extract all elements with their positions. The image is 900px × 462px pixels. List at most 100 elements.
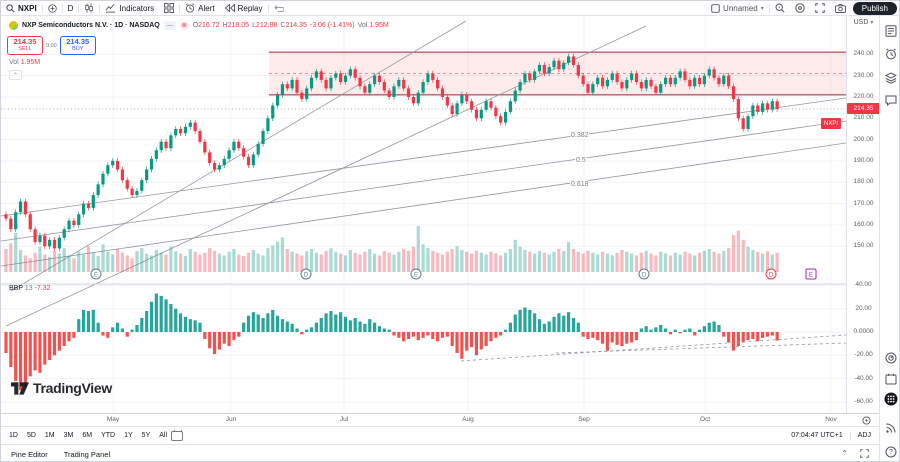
snapshot-button[interactable] bbox=[830, 3, 851, 13]
month-label[interactable]: Jun bbox=[225, 416, 237, 423]
time-axis[interactable]: May Jun Jul Aug Sep Oct Nov bbox=[1, 413, 879, 426]
watchlist-icon[interactable] bbox=[883, 23, 899, 39]
month-label[interactable]: Sep bbox=[578, 416, 590, 423]
bbp-indicator-legend[interactable]: BBP 13 -7.32 bbox=[9, 285, 51, 292]
layout-square-icon bbox=[711, 3, 720, 13]
help-icon[interactable]: ? bbox=[883, 444, 899, 460]
quick-search-button[interactable] bbox=[770, 3, 790, 13]
tradingview-logo-icon bbox=[11, 381, 29, 395]
alert-clock-icon bbox=[186, 3, 195, 13]
spread-value: 0.00 bbox=[46, 42, 57, 49]
footer-bar: Pine Editor Trading Panel ⌃ bbox=[1, 444, 879, 461]
tab-pine-editor[interactable]: Pine Editor bbox=[11, 449, 48, 459]
buy-button[interactable]: 214.35 BUY bbox=[59, 36, 96, 55]
price-chart[interactable]: 0.382 0.5 0.618 E D E D D E bbox=[1, 16, 846, 413]
symbol-name: NXPI bbox=[18, 3, 37, 13]
month-label[interactable]: Jul bbox=[339, 416, 349, 423]
indicators-button[interactable]: Indicators bbox=[100, 3, 159, 13]
undo-icon bbox=[273, 4, 284, 12]
sell-button[interactable]: 214.35 SELL bbox=[7, 36, 43, 55]
calendar-icon[interactable] bbox=[883, 371, 899, 387]
publish-button[interactable]: Publish bbox=[852, 1, 897, 15]
adj-toggle[interactable]: ADJ bbox=[857, 432, 871, 439]
grid-layout-icon bbox=[164, 3, 175, 13]
axis-settings-icon[interactable] bbox=[862, 416, 871, 425]
layout-selector[interactable]: Unnamed ▾ bbox=[706, 4, 769, 13]
fullscreen-button[interactable] bbox=[810, 3, 830, 13]
alert-button[interactable]: Alert bbox=[180, 3, 219, 13]
earnings-marker[interactable]: E bbox=[94, 273, 98, 279]
earnings-marker[interactable]: E bbox=[414, 273, 418, 279]
range-5d[interactable]: 5D bbox=[26, 432, 36, 439]
fullscreen-icon bbox=[815, 3, 825, 13]
collapse-legend-button[interactable]: ⌃ bbox=[9, 70, 22, 80]
range-6m[interactable]: 6M bbox=[82, 432, 93, 439]
legend-title[interactable]: NXP Semiconductors N.V. · 1D · NASDAQ bbox=[22, 22, 160, 29]
bbp-axis-label: -20.00 bbox=[854, 351, 873, 359]
last-price-badge: 214.35 bbox=[847, 103, 880, 114]
fib-level-label[interactable]: 0.618 bbox=[570, 180, 590, 190]
currency-selector[interactable]: USD ▾ bbox=[853, 19, 874, 26]
clock-label[interactable]: 07:04:47 UTC+1 bbox=[791, 432, 843, 439]
month-label[interactable]: May bbox=[106, 416, 120, 423]
timeframe-button[interactable]: D bbox=[63, 4, 79, 13]
timeframe-label: D bbox=[67, 3, 74, 13]
replay-button[interactable]: Replay bbox=[220, 4, 268, 13]
dividend-marker[interactable]: D bbox=[642, 273, 647, 279]
range-5y[interactable]: 5Y bbox=[141, 432, 151, 439]
svg-text:?: ? bbox=[889, 449, 893, 456]
fib-level-label[interactable]: 0.5 bbox=[575, 156, 587, 166]
dividend-marker[interactable]: D bbox=[769, 273, 774, 279]
month-label[interactable]: Nov bbox=[825, 416, 837, 423]
news-stream-icon[interactable] bbox=[883, 420, 899, 436]
last-price-symbol-tag: NXPI bbox=[821, 118, 842, 129]
tradingview-watermark: TradingView bbox=[11, 380, 112, 396]
apps-grid-icon[interactable] bbox=[883, 391, 899, 407]
month-label[interactable]: Aug bbox=[462, 416, 474, 423]
legend-close-icon[interactable]: ⊗ bbox=[179, 21, 189, 30]
price-axis[interactable]: USD ▾ 214.35 240.00 230.00 220.00 210.00 200… bbox=[846, 16, 880, 413]
fib-level-label[interactable]: 0.382 bbox=[570, 131, 590, 141]
tab-trading-panel[interactable]: Trading Panel bbox=[63, 449, 111, 459]
add-symbol-button[interactable] bbox=[43, 3, 62, 13]
camera-icon bbox=[834, 3, 846, 13]
range-all[interactable]: All bbox=[159, 432, 168, 439]
range-1d[interactable]: 1D bbox=[9, 432, 18, 439]
month-label[interactable]: Oct bbox=[699, 416, 711, 423]
open-value: 216.72 bbox=[198, 22, 220, 29]
maximize-panel-icon[interactable] bbox=[860, 448, 869, 460]
bbp-axis-label: -60.00 bbox=[854, 397, 873, 405]
indicators-icon bbox=[106, 4, 116, 13]
low-value: 212.88 bbox=[255, 22, 278, 29]
chart-legend: NXP Semiconductors N.V. · 1D · NASDAQ — … bbox=[9, 21, 389, 30]
range-ytd[interactable]: YTD bbox=[101, 432, 116, 439]
earnings-marker[interactable]: E bbox=[809, 273, 813, 279]
symbol-logo bbox=[9, 21, 18, 30]
range-3m[interactable]: 3M bbox=[63, 432, 74, 439]
undo-button[interactable] bbox=[269, 4, 289, 13]
indicator-templates-button[interactable] bbox=[159, 3, 179, 13]
price-axis-label: 200.00 bbox=[853, 135, 874, 143]
range-1m[interactable]: 1M bbox=[44, 432, 55, 439]
bbp-axis-label: 20.00 bbox=[855, 304, 872, 312]
chat-icon[interactable] bbox=[883, 92, 899, 108]
dividend-marker[interactable]: D bbox=[304, 273, 309, 279]
go-to-date-icon[interactable] bbox=[171, 429, 184, 441]
legend-hide-icon[interactable]: — bbox=[163, 21, 176, 30]
chart-properties-button[interactable] bbox=[790, 3, 810, 13]
replay-label: Replay bbox=[237, 3, 263, 13]
symbol-search-button[interactable]: NXPI bbox=[1, 4, 42, 13]
volume-value: 1.95M bbox=[369, 22, 389, 29]
quick-search-icon bbox=[775, 3, 785, 13]
ideas-icon[interactable] bbox=[883, 350, 899, 366]
replay-icon bbox=[224, 4, 235, 12]
expand-panel-icon[interactable]: ⌃ bbox=[841, 448, 848, 458]
object-tree-icon[interactable] bbox=[883, 70, 899, 86]
range-1y[interactable]: 1Y bbox=[124, 432, 133, 439]
price-axis-label: 240.00 bbox=[853, 50, 874, 58]
chart-pane[interactable]: 0.382 0.5 0.618 E D E D D E NXP Semiconductors N… bbox=[1, 16, 846, 413]
alerts-icon[interactable] bbox=[883, 46, 899, 62]
price-axis-label: 220.00 bbox=[853, 92, 874, 100]
bbp-param: 13 bbox=[24, 285, 33, 292]
chart-style-button[interactable] bbox=[79, 3, 99, 13]
